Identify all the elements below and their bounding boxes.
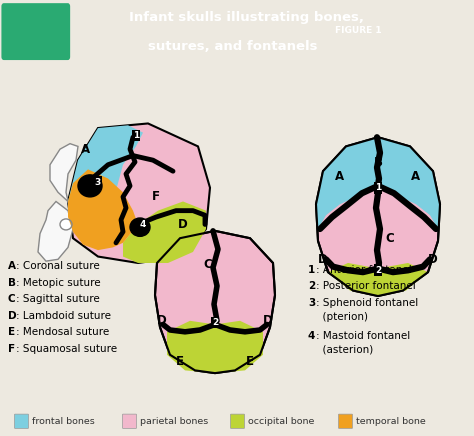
Polygon shape [68, 123, 210, 263]
Text: (asterion): (asterion) [316, 345, 373, 354]
Text: 4: 4 [308, 331, 315, 341]
Polygon shape [378, 137, 440, 229]
Text: 1: 1 [308, 265, 315, 275]
Text: : Posterior fontanel: : Posterior fontanel [316, 281, 416, 291]
Text: parietal bones: parietal bones [140, 417, 208, 426]
Text: D: D [428, 253, 438, 266]
Text: A: A [336, 170, 345, 183]
Text: 3: 3 [95, 178, 101, 187]
Text: C: C [203, 258, 212, 271]
Text: E: E [176, 355, 184, 368]
Text: : Metopic suture: : Metopic suture [16, 278, 100, 288]
Text: : Anterior fontanel: : Anterior fontanel [316, 265, 412, 275]
FancyBboxPatch shape [338, 414, 353, 428]
Text: 4: 4 [140, 220, 146, 229]
Text: 2: 2 [308, 281, 315, 291]
Text: D: D [318, 253, 328, 266]
Text: A: A [8, 261, 16, 271]
Polygon shape [68, 125, 143, 225]
Text: D: D [8, 311, 17, 321]
Text: 3: 3 [308, 298, 315, 308]
Text: B: B [8, 278, 16, 288]
FancyBboxPatch shape [122, 414, 137, 428]
FancyBboxPatch shape [15, 414, 28, 428]
Text: C: C [386, 232, 394, 245]
Text: B: B [374, 156, 383, 168]
Text: F: F [8, 344, 15, 354]
Circle shape [78, 175, 102, 197]
Polygon shape [316, 137, 440, 296]
Text: : Sphenoid fontanel: : Sphenoid fontanel [316, 298, 418, 308]
Text: FIGURE 1: FIGURE 1 [335, 26, 381, 35]
Text: 2: 2 [212, 318, 218, 327]
Text: Infant skulls illustrating bones,: Infant skulls illustrating bones, [129, 10, 364, 24]
Text: : Lambdoid suture: : Lambdoid suture [16, 311, 111, 321]
Text: A: A [411, 170, 420, 183]
Text: : Mendosal suture: : Mendosal suture [16, 327, 109, 337]
Polygon shape [167, 321, 263, 373]
Text: 2: 2 [375, 266, 381, 275]
Polygon shape [155, 231, 275, 373]
Polygon shape [50, 143, 78, 213]
Text: : Coronal suture: : Coronal suture [16, 261, 100, 271]
Text: E: E [8, 327, 15, 337]
Text: E: E [246, 355, 254, 368]
Text: : Squamosal suture: : Squamosal suture [16, 344, 117, 354]
Text: D: D [263, 314, 273, 327]
FancyBboxPatch shape [1, 3, 70, 60]
Circle shape [60, 219, 72, 230]
Text: 1: 1 [133, 131, 139, 140]
Text: frontal bones: frontal bones [32, 417, 95, 426]
Polygon shape [123, 201, 206, 263]
Text: sutures, and fontanels: sutures, and fontanels [147, 40, 317, 53]
Text: A: A [82, 143, 91, 156]
Text: D: D [178, 218, 188, 231]
Text: C: C [8, 294, 16, 304]
Polygon shape [68, 169, 138, 250]
Polygon shape [328, 263, 428, 296]
Polygon shape [38, 201, 73, 261]
Text: : Mastoid fontanel: : Mastoid fontanel [316, 331, 410, 341]
Text: D: D [157, 314, 167, 327]
Text: : Sagittal suture: : Sagittal suture [16, 294, 100, 304]
Polygon shape [316, 137, 378, 229]
Circle shape [130, 218, 150, 236]
Text: F: F [152, 191, 160, 203]
Text: temporal bone: temporal bone [356, 417, 426, 426]
Text: 1: 1 [375, 183, 381, 192]
Text: occipital bone: occipital bone [248, 417, 314, 426]
Text: (pterion): (pterion) [316, 312, 368, 322]
FancyBboxPatch shape [230, 414, 245, 428]
